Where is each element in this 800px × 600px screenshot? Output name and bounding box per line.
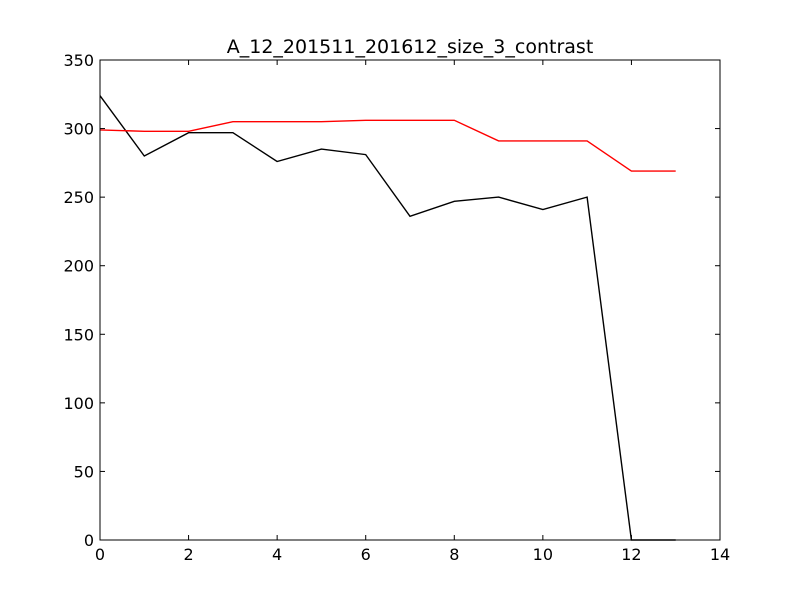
series-line-1	[99, 95, 676, 541]
x-tick-label: 4	[272, 545, 282, 564]
plot-frame	[99, 59, 721, 541]
y-tick-label: 100	[63, 394, 94, 413]
x-tick-label: 0	[95, 545, 105, 564]
y-axis: 0 50 100 150 200 250 300 350	[63, 51, 720, 550]
series-line-2	[99, 119, 676, 172]
y-tick-label: 0	[84, 531, 94, 550]
x-tick-label: 14	[710, 545, 730, 564]
x-tick-label: 2	[183, 545, 193, 564]
chart-title: A_12_201511_201612_size_3_contrast	[227, 36, 594, 58]
y-tick-label: 150	[63, 325, 94, 344]
x-tick-label: 6	[361, 545, 371, 564]
y-tick-label: 250	[63, 188, 94, 207]
y-tick-label: 50	[74, 462, 94, 481]
y-tick-label: 300	[63, 120, 94, 139]
x-tick-label: 12	[621, 545, 641, 564]
series-layer	[99, 95, 676, 541]
y-tick-label: 350	[63, 51, 94, 70]
x-tick-label: 8	[449, 545, 459, 564]
x-tick-label: 10	[533, 545, 553, 564]
y-tick-label: 200	[63, 257, 94, 276]
x-axis: 0 2 4 6 8 10 12 14	[95, 60, 730, 564]
